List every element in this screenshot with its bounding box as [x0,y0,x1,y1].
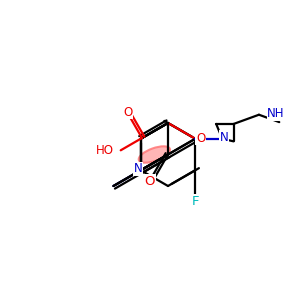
Text: O: O [123,106,132,119]
Ellipse shape [139,146,170,163]
Text: F: F [191,195,199,208]
Text: N: N [134,162,143,175]
Text: N: N [220,131,229,144]
Text: HO: HO [96,144,114,157]
Text: O: O [196,132,205,145]
Text: O: O [145,175,155,188]
Text: NH: NH [267,107,285,120]
